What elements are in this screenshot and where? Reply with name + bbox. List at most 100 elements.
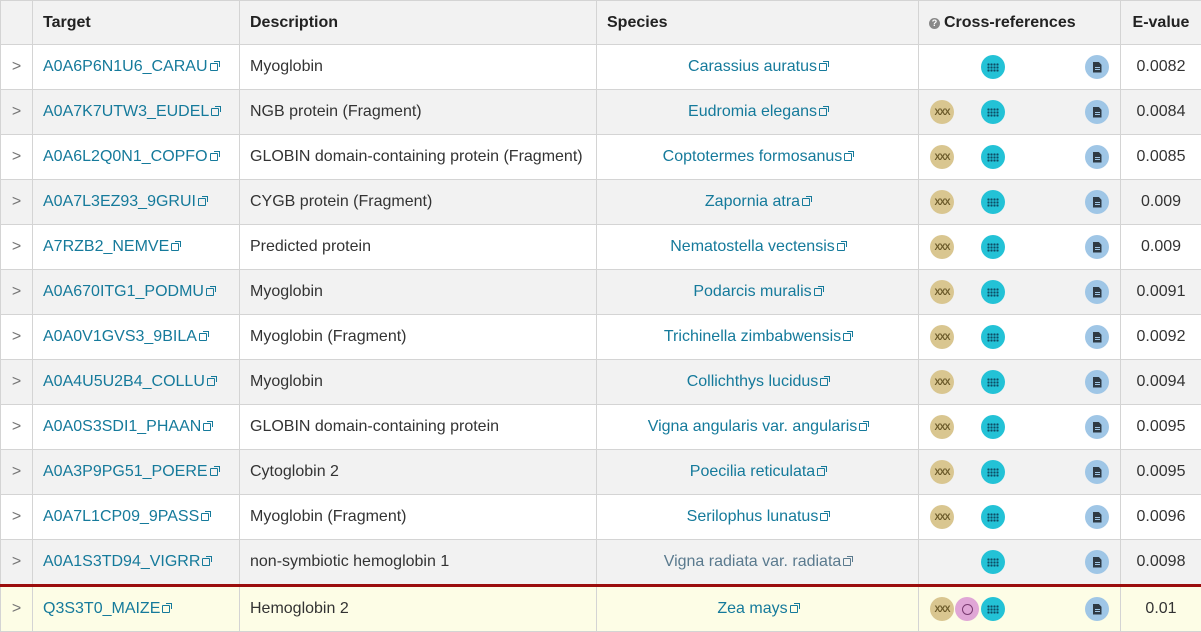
- document-icon[interactable]: [1085, 597, 1109, 621]
- grid-icon[interactable]: [981, 325, 1005, 349]
- cross-references-cell: [919, 45, 1121, 90]
- species-link[interactable]: Coptotermes formosanus: [663, 148, 853, 165]
- species-link[interactable]: Poecilia reticulata: [690, 463, 825, 480]
- species-link[interactable]: Zapornia atra: [705, 193, 810, 210]
- grid-icon[interactable]: [981, 370, 1005, 394]
- dna-icon[interactable]: XXX: [930, 235, 954, 259]
- expand-toggle[interactable]: >: [1, 225, 33, 270]
- species-link[interactable]: Zea mays: [717, 600, 797, 617]
- document-icon[interactable]: [1085, 55, 1109, 79]
- dna-icon[interactable]: XXX: [930, 415, 954, 439]
- target-link[interactable]: A0A3P9PG51_POERE: [43, 463, 218, 480]
- grid-icon[interactable]: [981, 55, 1005, 79]
- document-icon[interactable]: [1085, 505, 1109, 529]
- dna-icon[interactable]: XXX: [930, 370, 954, 394]
- target-link[interactable]: A0A7K7UTW3_EUDEL: [43, 103, 219, 120]
- grid-icon[interactable]: [981, 280, 1005, 304]
- species-cell: Carassius auratus: [597, 45, 919, 90]
- document-icon[interactable]: [1085, 415, 1109, 439]
- target-column-header[interactable]: Target: [33, 1, 240, 45]
- grid-icon[interactable]: [981, 190, 1005, 214]
- species-link[interactable]: Vigna radiata var. radiata: [664, 553, 852, 570]
- dna-icon[interactable]: XXX: [930, 460, 954, 484]
- species-link[interactable]: Collichthys lucidus: [687, 373, 829, 390]
- cross-references-column-header[interactable]: ?Cross-references: [919, 1, 1121, 45]
- target-link[interactable]: A0A670ITG1_PODMU: [43, 283, 214, 300]
- grid-icon[interactable]: [981, 460, 1005, 484]
- expand-toggle[interactable]: >: [1, 540, 33, 586]
- target-link[interactable]: A0A7L1CP09_9PASS: [43, 508, 209, 525]
- expand-toggle[interactable]: >: [1, 586, 33, 632]
- species-link[interactable]: Serilophus lunatus: [687, 508, 829, 525]
- structure-icon[interactable]: [955, 597, 979, 621]
- expand-toggle[interactable]: >: [1, 405, 33, 450]
- target-link[interactable]: A0A6P6N1U6_CARAU: [43, 58, 218, 75]
- grid-icon[interactable]: [981, 550, 1005, 574]
- target-link[interactable]: A0A0V1GVS3_9BILA: [43, 328, 207, 345]
- expand-toggle[interactable]: >: [1, 90, 33, 135]
- document-icon[interactable]: [1085, 190, 1109, 214]
- dna-icon[interactable]: XXX: [930, 145, 954, 169]
- document-icon[interactable]: [1085, 370, 1109, 394]
- external-link-icon: [201, 513, 209, 521]
- expand-toggle[interactable]: >: [1, 495, 33, 540]
- dna-icon[interactable]: XXX: [930, 280, 954, 304]
- description-column-header[interactable]: Description: [240, 1, 597, 45]
- grid-icon[interactable]: [981, 100, 1005, 124]
- expand-toggle[interactable]: >: [1, 135, 33, 180]
- species-link[interactable]: Vigna angularis var. angularis: [648, 418, 868, 435]
- document-icon[interactable]: [1085, 235, 1109, 259]
- target-link[interactable]: Q3S3T0_MAIZE: [43, 600, 170, 617]
- dna-icon[interactable]: XXX: [930, 100, 954, 124]
- dna-icon[interactable]: XXX: [930, 325, 954, 349]
- target-link[interactable]: A0A0S3SDI1_PHAAN: [43, 418, 211, 435]
- grid-icon[interactable]: [981, 235, 1005, 259]
- species-link[interactable]: Podarcis muralis: [693, 283, 821, 300]
- species-link[interactable]: Nematostella vectensis: [670, 238, 845, 255]
- expand-toggle[interactable]: >: [1, 450, 33, 495]
- document-icon[interactable]: [1085, 550, 1109, 574]
- grid-icon[interactable]: [981, 597, 1005, 621]
- species-link[interactable]: Carassius auratus: [688, 58, 827, 75]
- target-link[interactable]: A0A7L3EZ93_9GRUI: [43, 193, 206, 210]
- target-link[interactable]: A7RZB2_NEMVE: [43, 238, 179, 255]
- grid-icon[interactable]: [981, 505, 1005, 529]
- target-link[interactable]: A0A6L2Q0N1_COPFO: [43, 148, 218, 165]
- dna-icon[interactable]: XXX: [930, 505, 954, 529]
- target-link[interactable]: A0A4U5U2B4_COLLU: [43, 373, 215, 390]
- species-link[interactable]: Trichinella zimbabwensis: [664, 328, 851, 345]
- document-icon[interactable]: [1085, 460, 1109, 484]
- evalue-column-header[interactable]: E-value: [1121, 1, 1201, 45]
- document-icon[interactable]: [1085, 145, 1109, 169]
- grid-icon[interactable]: [981, 145, 1005, 169]
- document-icon[interactable]: [1085, 100, 1109, 124]
- species-link[interactable]: Eudromia elegans: [688, 103, 827, 120]
- expand-toggle[interactable]: >: [1, 360, 33, 405]
- document-icon[interactable]: [1085, 325, 1109, 349]
- evalue-cell: 0.01: [1121, 586, 1201, 632]
- grid-icon[interactable]: [981, 415, 1005, 439]
- dna-icon[interactable]: XXX: [930, 597, 954, 621]
- expand-toggle[interactable]: >: [1, 270, 33, 315]
- expand-toggle[interactable]: >: [1, 45, 33, 90]
- target-link[interactable]: A0A1S3TD94_VIGRR: [43, 553, 210, 570]
- document-icon[interactable]: [1085, 280, 1109, 304]
- species-column-header[interactable]: Species: [597, 1, 919, 45]
- expand-toggle[interactable]: >: [1, 180, 33, 225]
- help-icon[interactable]: ?: [929, 18, 940, 29]
- dna-icon[interactable]: XXX: [930, 190, 954, 214]
- expand-toggle[interactable]: >: [1, 315, 33, 360]
